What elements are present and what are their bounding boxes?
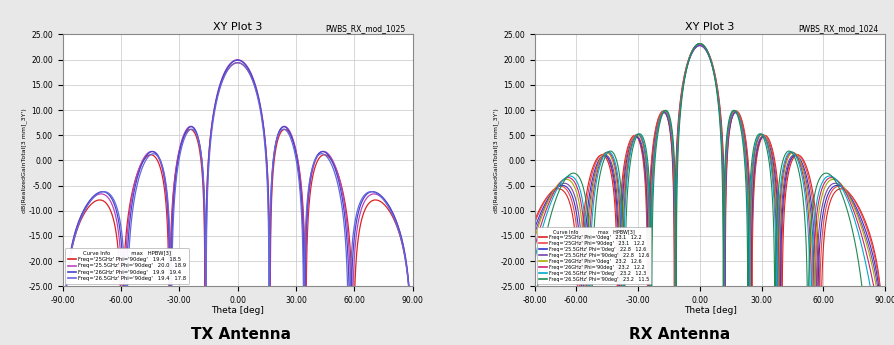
Title: XY Plot 3: XY Plot 3	[686, 22, 735, 32]
X-axis label: Theta [deg]: Theta [deg]	[684, 306, 737, 315]
Y-axis label: dB(RealizedGainTotal[3 mm]_3Y'): dB(RealizedGainTotal[3 mm]_3Y')	[21, 108, 27, 213]
Legend: Freq='25GHz' Phi='90deg'   19.4   18.5, Freq='25.5GHz' Phi='90deg'   20.0   18.9: Freq='25GHz' Phi='90deg' 19.4 18.5, Freq…	[65, 248, 189, 284]
X-axis label: Theta [deg]: Theta [deg]	[211, 306, 264, 315]
Text: PWBS_RX_mod_1025: PWBS_RX_mod_1025	[325, 24, 406, 33]
Text: RX Antenna: RX Antenna	[628, 327, 730, 342]
Text: PWBS_RX_mod_1024: PWBS_RX_mod_1024	[797, 24, 878, 33]
Legend: Freq='25GHz' Phi='0deg'   23.1   12.2, Freq='25GHz' Phi='90deg'   23.1   12.2, F: Freq='25GHz' Phi='0deg' 23.1 12.2, Freq=…	[537, 227, 651, 284]
Title: XY Plot 3: XY Plot 3	[213, 22, 262, 32]
Y-axis label: dB(RealizedGainTotal[3 mm]_3Y'): dB(RealizedGainTotal[3 mm]_3Y')	[493, 108, 500, 213]
Text: TX Antenna: TX Antenna	[191, 327, 291, 342]
